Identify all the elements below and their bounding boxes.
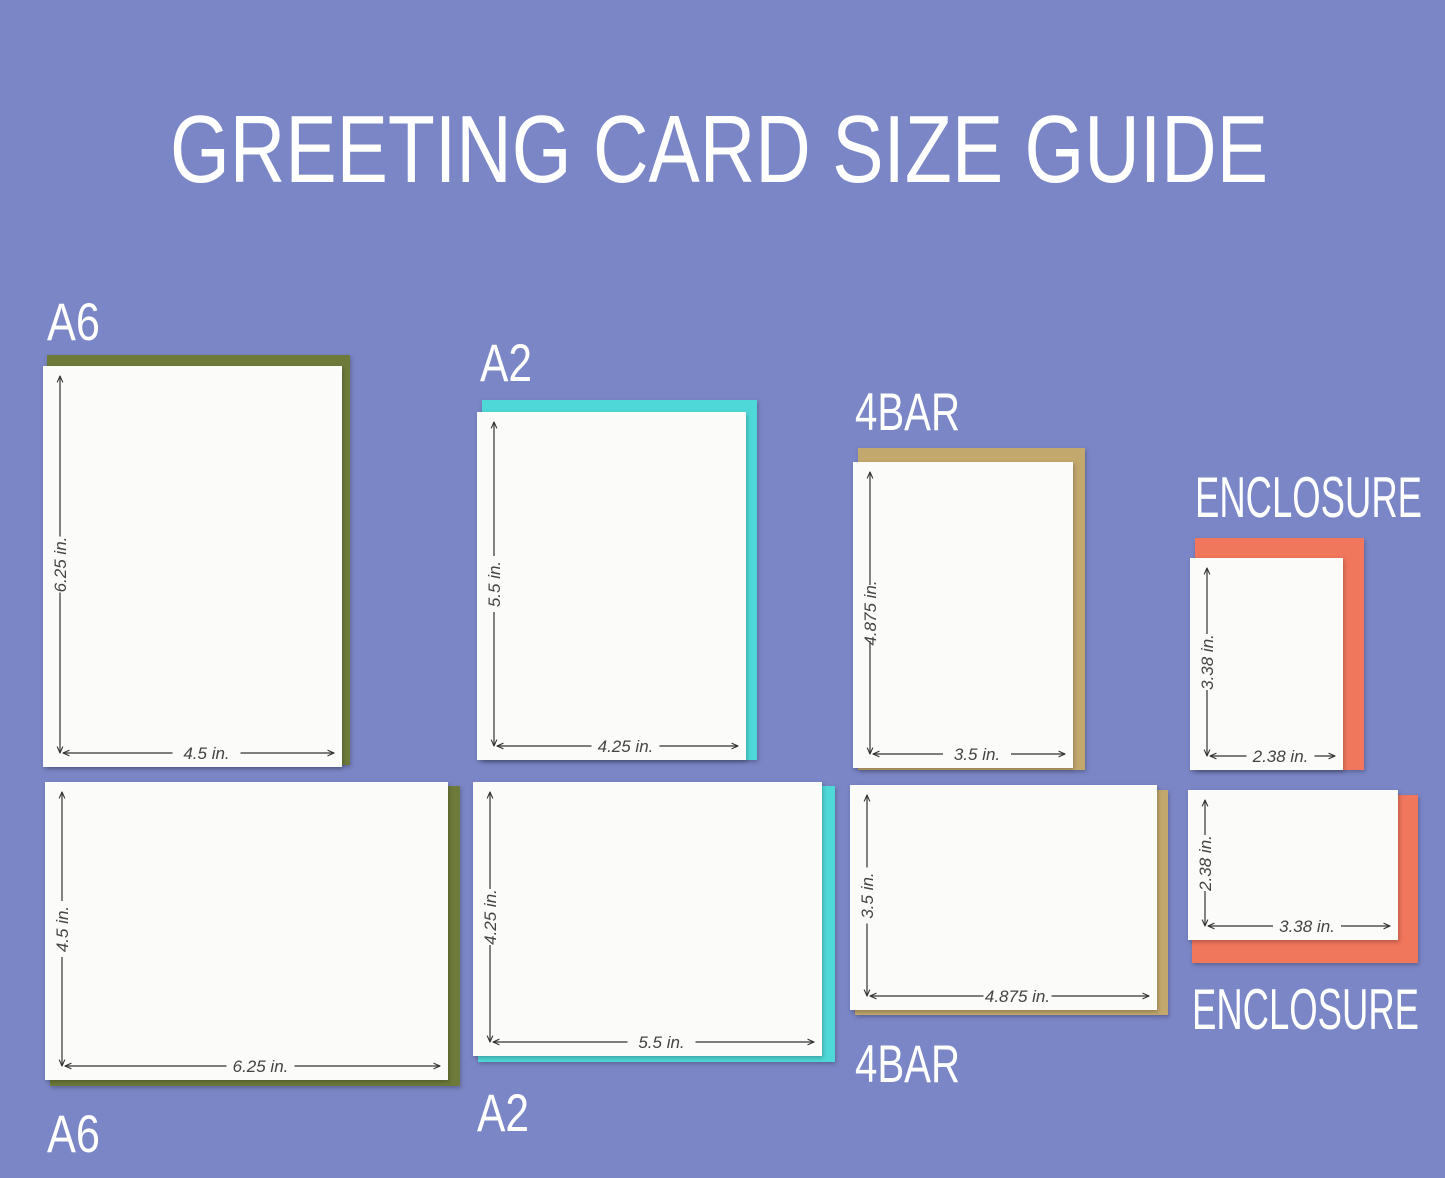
height-label: 4.5 in. [53,906,72,952]
size-label: A2 [480,334,532,393]
width-label: 3.38 in. [1279,917,1335,936]
height-label: 3.38 in. [1198,634,1217,690]
width-label: 6.25 in. [233,1057,289,1076]
width-label: 4.5 in. [183,744,229,763]
card [853,462,1073,768]
height-label: 4.875 in. [861,580,880,645]
card [850,785,1157,1010]
page-title: GREETING CARD SIZE GUIDE [170,96,1268,203]
size-label: ENCLOSURE [1192,978,1419,1042]
height-label: 5.5 in. [485,561,504,607]
height-label: 2.38 in. [1196,835,1215,892]
card-group-a6-portrait: 6.25 in. 4.5 in. A6 [43,293,350,767]
size-label: A6 [47,1105,100,1164]
card [45,782,448,1080]
size-label: A2 [477,1084,529,1143]
card-group-4bar-landscape: 3.5 in. 4.875 in. 4BAR [850,785,1168,1094]
card [1190,558,1343,770]
card-group-enclosure-portrait: 3.38 in. 2.38 in. ENCLOSURE [1190,466,1422,770]
width-label: 3.5 in. [954,745,1000,764]
card [473,782,822,1056]
height-label: 3.5 in. [858,872,877,918]
width-label: 2.38 in. [1252,747,1309,766]
card [1188,790,1398,940]
card-group-4bar-portrait: 4.875 in. 3.5 in. 4BAR [853,383,1085,770]
width-label: 4.875 in. [985,987,1050,1006]
card-group-a6-landscape: 4.5 in. 6.25 in. A6 [45,782,460,1164]
height-label: 6.25 in. [51,537,70,593]
card-group-a2-portrait: 5.5 in. 4.25 in. A2 [477,334,757,760]
size-label: 4BAR [855,383,960,442]
width-label: 5.5 in. [638,1033,684,1052]
size-label: A6 [47,293,100,352]
card-group-enclosure-landscape: 2.38 in. 3.38 in. ENCLOSURE [1188,790,1419,1042]
card [43,366,342,767]
size-label: ENCLOSURE [1195,466,1422,530]
size-label: 4BAR [855,1035,960,1094]
width-label: 4.25 in. [598,737,654,756]
height-label: 4.25 in. [481,889,500,945]
card [477,412,746,760]
card-group-a2-landscape: 4.25 in. 5.5 in. A2 [473,782,835,1143]
